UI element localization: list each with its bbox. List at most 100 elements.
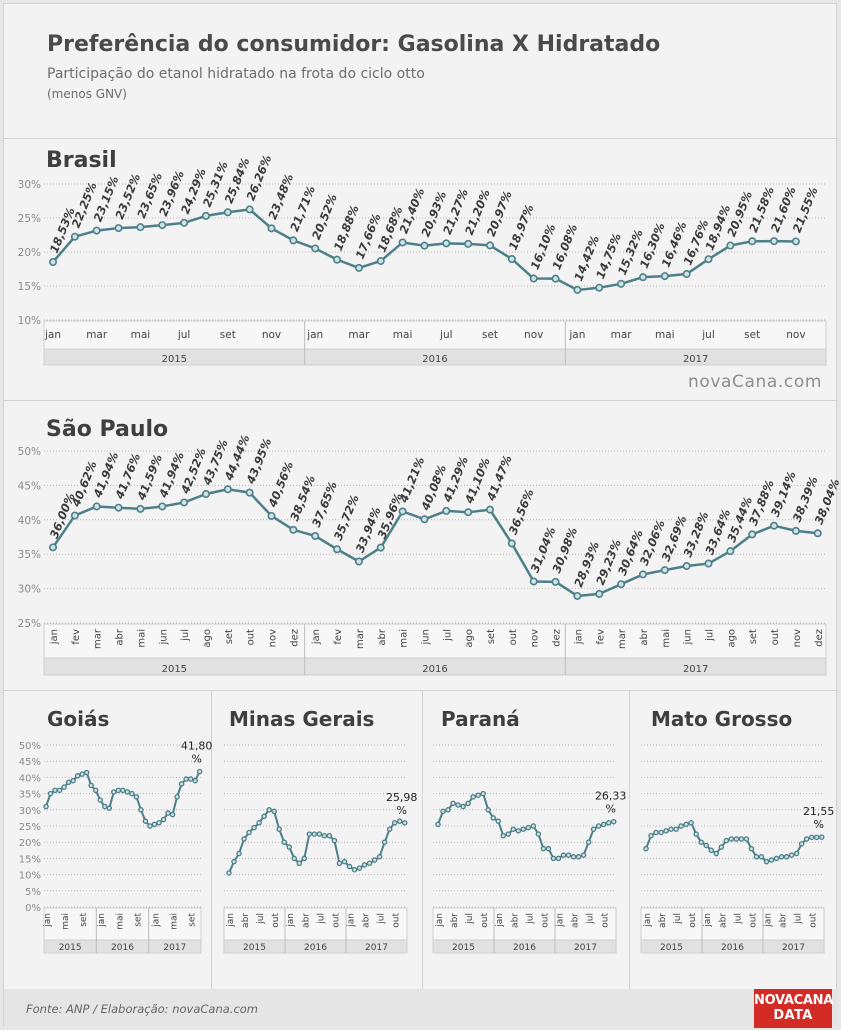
y-tick-label: 40% <box>18 515 41 527</box>
data-point <box>129 790 135 797</box>
x-tick-label: jul <box>525 913 535 925</box>
y-tick-label: 0% <box>25 903 41 914</box>
y-tick-label: 45% <box>19 757 41 768</box>
goias-title: Goiás <box>47 707 110 731</box>
end-value-unit: % <box>191 753 201 766</box>
y-tick-label: 20% <box>18 247 41 259</box>
x-tick-label: set <box>188 913 198 927</box>
data-point <box>114 224 123 233</box>
x-tick-label: jun <box>420 629 431 645</box>
y-tick-label: 35% <box>18 549 41 561</box>
year-label: 2016 <box>422 664 447 675</box>
x-tick-label: fev <box>333 629 344 645</box>
y-tick-label: 15% <box>19 854 41 865</box>
data-point <box>708 847 715 854</box>
x-tick-label: mai <box>61 913 71 930</box>
data-point <box>356 865 363 871</box>
data-point <box>465 800 471 807</box>
data-point <box>638 570 647 579</box>
data-point <box>142 818 149 824</box>
brasil-chart: 10% 15% 20% 25% 30% 2015 2016 2017 jan mar mai jul s… <box>18 153 827 366</box>
data-point <box>70 777 76 784</box>
x-tick-label: jan <box>44 329 61 341</box>
data-point <box>88 782 94 789</box>
data-point <box>47 790 54 797</box>
x-tick-label: jan <box>286 913 296 928</box>
x-tick-label: abr <box>718 913 728 928</box>
data-point <box>341 858 348 865</box>
y-tick-label: 30% <box>18 584 41 596</box>
data-point <box>351 866 358 873</box>
data-point <box>398 507 407 516</box>
data-point <box>460 803 466 810</box>
year-label: 2017 <box>365 943 388 953</box>
data-point <box>682 562 691 571</box>
data-point <box>435 821 441 828</box>
data-point <box>111 789 117 795</box>
data-point <box>723 837 730 844</box>
data-point <box>386 826 393 832</box>
data-point <box>600 821 607 828</box>
data-point <box>753 854 760 860</box>
data-point <box>70 232 79 241</box>
data-point <box>748 237 757 246</box>
data-point <box>70 511 79 520</box>
data-point <box>520 826 527 832</box>
data-point <box>445 807 451 813</box>
data-point <box>336 860 343 867</box>
data-point <box>763 858 770 865</box>
year-label: 2016 <box>721 943 744 953</box>
data-point <box>813 834 820 841</box>
y-tick-label: 40% <box>19 773 41 784</box>
x-tick-label: jul <box>794 913 804 925</box>
data-point <box>470 794 476 800</box>
data-point <box>713 850 720 857</box>
data-point <box>738 836 745 842</box>
x-axis-band <box>640 907 825 941</box>
data-point <box>682 270 691 279</box>
x-tick-label: jul <box>705 629 716 642</box>
data-point <box>660 566 669 575</box>
data-point <box>267 511 276 520</box>
x-tick-label: jan <box>763 913 773 928</box>
x-tick-label: out <box>540 913 550 928</box>
x-tick-label: nov <box>262 329 281 341</box>
page-title: Preferência do consumidor: Gasolina X Hi… <box>47 32 661 57</box>
year-band <box>43 657 827 676</box>
data-point <box>507 539 516 548</box>
data-point <box>788 852 795 858</box>
saopaulo-title: São Paulo <box>46 417 169 442</box>
x-tick-label: mai <box>170 913 180 930</box>
x-tick-label: abr <box>571 913 581 928</box>
data-point <box>580 852 587 858</box>
x-tick-label: ago <box>726 629 737 648</box>
x-tick-label: abr <box>658 913 668 928</box>
x-tick-label: fev <box>595 629 606 645</box>
data-point <box>401 820 408 826</box>
matogrosso-title: Mato Grosso <box>651 707 793 731</box>
x-tick-label: ago <box>464 629 475 648</box>
x-axis-band <box>223 907 408 941</box>
page-note: (menos GNV) <box>47 87 127 101</box>
data-point <box>540 845 547 852</box>
x-tick-label: abr <box>362 913 372 928</box>
source-note: Fonte: ANP / Elaboração: novaCana.com <box>26 1002 259 1016</box>
data-point <box>743 836 750 842</box>
data-point <box>97 797 103 803</box>
data-point <box>354 263 363 272</box>
data-point <box>704 559 713 568</box>
data-point <box>551 577 560 586</box>
data-point <box>138 807 144 813</box>
end-value-label: 25,98 <box>386 791 418 804</box>
data-point <box>180 498 189 507</box>
x-axis-band <box>432 907 617 941</box>
data-point <box>271 808 277 815</box>
y-tick-label: 30% <box>19 806 41 817</box>
data-point <box>500 832 507 839</box>
divider-sp-small <box>4 690 838 691</box>
x-tick-label: set <box>744 329 760 341</box>
year-label: 2016 <box>422 354 447 365</box>
data-point <box>61 784 67 790</box>
